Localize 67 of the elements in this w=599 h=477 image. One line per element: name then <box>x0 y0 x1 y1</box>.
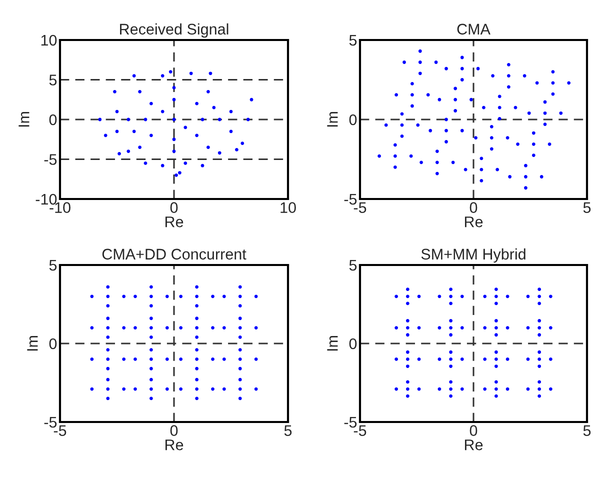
y-tick-label: 10 <box>41 34 57 46</box>
point <box>206 146 210 150</box>
point <box>160 74 164 78</box>
point <box>206 90 210 94</box>
y-tick-label: 5 <box>349 260 357 271</box>
chart-title: CMA+DD Concurrent <box>102 248 246 260</box>
x-tick-label: 0 <box>170 425 178 436</box>
point <box>98 118 102 122</box>
y-tick-label: 0 <box>349 338 357 350</box>
x-axis-title: Re <box>165 216 184 228</box>
point <box>160 110 164 114</box>
point <box>118 152 121 156</box>
point <box>172 98 176 102</box>
x-axis-title: Re <box>464 440 483 450</box>
y-tick-label: 0 <box>49 114 57 126</box>
point <box>184 162 188 165</box>
x-tick-label: 5 <box>583 425 591 436</box>
point <box>126 150 130 153</box>
point <box>235 148 238 152</box>
point <box>126 118 130 122</box>
point <box>113 90 116 94</box>
point <box>138 146 142 150</box>
x-tick-label: 0 <box>470 202 478 213</box>
x-tick-label: 0 <box>170 202 178 213</box>
y-tick-label: 0 <box>349 114 357 126</box>
y-tick-label: 5 <box>49 260 57 271</box>
x-tick-label: 10 <box>280 202 296 213</box>
point <box>172 86 176 90</box>
x-tick-label: 5 <box>583 202 591 213</box>
point <box>168 70 172 74</box>
x-axis-title: Re <box>464 216 483 228</box>
point <box>195 102 198 106</box>
point <box>150 134 153 138</box>
x-tick-label: 5 <box>284 425 292 436</box>
chart-title: SM+MM Hybrid <box>421 248 526 263</box>
y-axis-title: Im <box>327 112 338 127</box>
point <box>104 134 108 138</box>
point <box>132 74 136 78</box>
point <box>218 151 222 155</box>
point <box>138 90 142 94</box>
point <box>184 126 188 130</box>
point <box>189 72 193 76</box>
x-axis-title: Re <box>165 440 184 450</box>
point <box>132 130 136 134</box>
y-axis-title: Im <box>27 336 38 351</box>
point <box>200 164 204 168</box>
point <box>250 98 254 102</box>
y-tick-label: 5 <box>49 74 57 86</box>
point <box>208 72 212 76</box>
chart-title: Received Signal <box>120 23 228 38</box>
y-tick-label: -5 <box>44 154 57 165</box>
point <box>150 102 153 106</box>
y-axis-title: Im <box>18 112 30 127</box>
y-axis-title: Im <box>327 336 338 351</box>
chart-title: CMA <box>457 24 490 35</box>
point <box>144 162 148 165</box>
point <box>178 171 182 174</box>
point <box>212 106 216 110</box>
point <box>172 150 176 153</box>
x-tick-label: 0 <box>470 425 478 436</box>
point <box>174 173 178 177</box>
point <box>160 164 164 168</box>
point <box>240 142 244 146</box>
point <box>172 138 176 142</box>
point <box>195 134 198 138</box>
y-tick-label: 5 <box>349 35 357 46</box>
y-tick-label: 0 <box>49 338 57 350</box>
